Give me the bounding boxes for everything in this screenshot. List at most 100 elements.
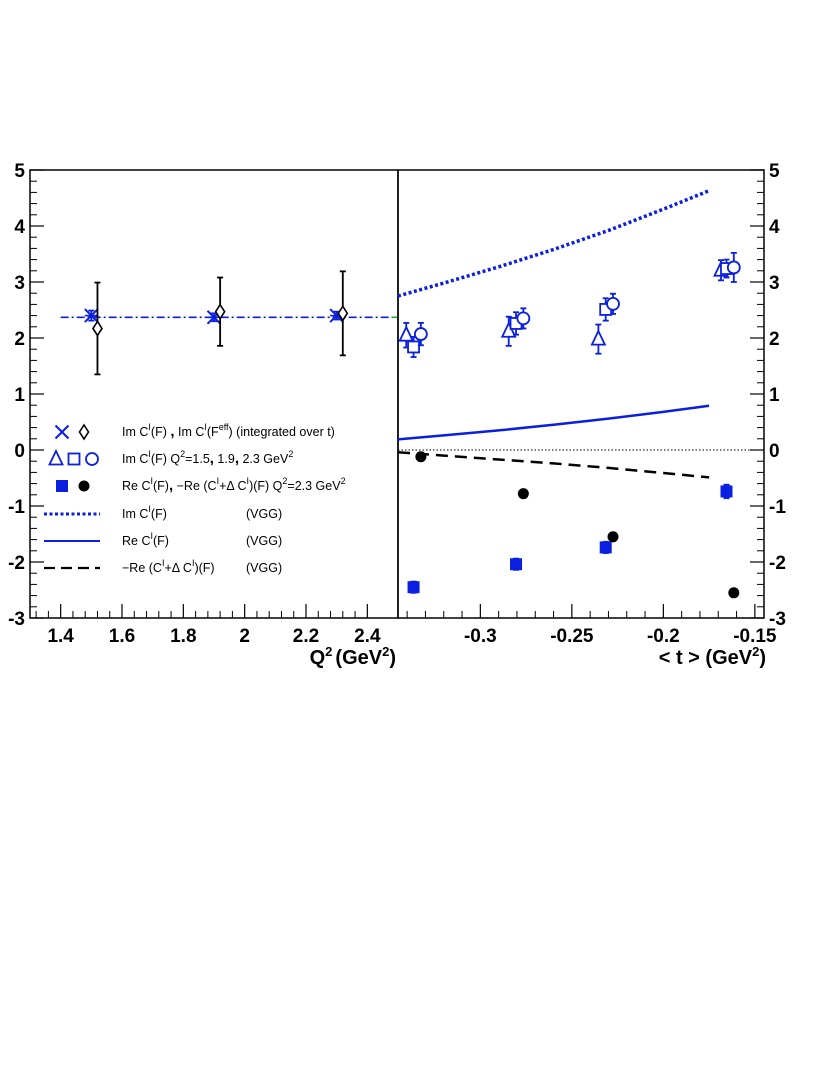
data-point-open-circle (413, 321, 428, 347)
x-tick-label: 2.2 (293, 626, 319, 647)
x-tick-label: -0.3 (464, 626, 497, 647)
legend-text-part: Im C (175, 425, 205, 439)
legend-label: Im CI(F) Q2=1.5, 1.9, 2.3 GeV2 (122, 449, 293, 467)
y-tick-label: 3 (769, 273, 780, 294)
legend-text-part: , (235, 450, 239, 467)
legend-text-part: (F (207, 425, 219, 439)
legend-tag: (VGG) (246, 561, 282, 575)
legend-label: Re CI(F) (122, 531, 169, 548)
marker-shape (407, 581, 420, 594)
marker-shape (413, 327, 428, 341)
legend-text-part: 2 (180, 449, 185, 459)
data-point-open-circle (516, 307, 531, 330)
legend-tag: (VGG) (246, 507, 282, 521)
marker-shape (517, 488, 529, 500)
y-tick-label: 3 (14, 273, 25, 294)
marker-shape (590, 329, 607, 346)
x-tick-label: -0.15 (733, 626, 777, 647)
legend-text-part: 2 (341, 476, 346, 486)
y-tick-label: -2 (769, 553, 786, 574)
legend-text-part: ) (integrated over t) (229, 425, 335, 439)
vgg-curve-solid (397, 404, 710, 441)
legend-text-part: −Re (C (173, 479, 216, 493)
y-tick-label: 2 (14, 329, 25, 350)
marker-shape (607, 531, 619, 543)
right-panel: -3 -2 -1 0 1 2 3 4 5 -0.3 -0.25 -0.2 -0.15 < t > (G… (397, 161, 786, 669)
y-tick-label: -3 (769, 609, 786, 630)
legend-row: Re CI(F) (VGG) (44, 531, 282, 548)
legend-text-part: I (148, 449, 151, 459)
legend-label: Re CI(F), −Re (CI+Δ CI)(F) Q2=2.3 GeV2 (122, 476, 346, 494)
legend-text-part: I (150, 531, 153, 541)
legend-text-part: Im C (122, 425, 148, 439)
data-point-filled-square (407, 580, 420, 594)
legend-text-part: Im C (122, 507, 148, 521)
right-x-axis: -0.3 -0.25 -0.2 -0.15 (406, 604, 777, 647)
marker-shape (415, 451, 427, 463)
y-tick-label: 0 (769, 441, 780, 462)
legend-row: −Re (CI+Δ CI)(F) (VGG) (44, 558, 282, 575)
legend-text-part: 2 (288, 449, 293, 459)
right-x-axis-title: < t > (GeV2) (659, 644, 766, 669)
legend-text-part: −Re (C (122, 561, 162, 575)
data-point-open-diamond (214, 276, 226, 347)
legend-text-part: +Δ C (164, 561, 191, 575)
legend-text-part: (F) Q (151, 452, 180, 466)
legend-text-part: I (217, 476, 220, 486)
x-tick-label: -0.2 (647, 626, 680, 647)
data-point-cross-star (84, 308, 99, 323)
legend-row: Im CI(F) , Im CI(Feff) (integrated over … (54, 422, 335, 441)
legend-text-part: =2.3 GeV (287, 479, 341, 493)
legend-text-part: )(F) Q (249, 479, 283, 493)
legend-marker-shape (78, 423, 90, 441)
x-tick-label: -0.25 (550, 626, 594, 647)
x-tick-label: 1.4 (47, 626, 74, 647)
y-tick-label: -2 (8, 553, 25, 574)
marker-shape (728, 587, 740, 599)
legend-text-part: (F) (153, 534, 169, 548)
data-point-filled-square (599, 540, 612, 554)
legend-text-part: Im C (122, 452, 148, 466)
marker-shape (606, 296, 620, 311)
legend: Im CI(F) , Im CI(Feff) (integrated over … (44, 422, 346, 575)
data-point-filled-circle (607, 531, 619, 543)
x-tick-label: 1.6 (109, 626, 135, 647)
legend-text-part: (F) (151, 507, 167, 521)
marker-shape (500, 321, 517, 338)
y-tick-label: 0 (14, 441, 25, 462)
legend-text-part: eff (219, 422, 229, 432)
legend-text-part: I (150, 476, 153, 486)
legend-marker-shape (78, 480, 90, 492)
y-tick-label: 1 (769, 385, 780, 406)
marker-shape (720, 485, 733, 498)
x-tick-label: 1.8 (170, 626, 196, 647)
data-point-filled-square (510, 557, 523, 571)
marker-shape (214, 303, 226, 321)
legend-text-part: 2.3 GeV (239, 452, 289, 466)
legend-text-part: =1.5 (185, 452, 210, 466)
legend-label: Im CI(F) (122, 504, 167, 521)
left-x-axis-title: Q2 (GeV2) (310, 644, 396, 669)
y-tick-label: 4 (14, 217, 25, 238)
legend-row: Re CI(F), −Re (CI+Δ CI)(F) Q2=2.3 GeV2 (56, 476, 346, 494)
legend-text-part: , (170, 423, 174, 440)
y-tick-label: -3 (8, 609, 25, 630)
legend-text-part: Re C (122, 534, 150, 548)
legend-text-part: I (148, 504, 151, 514)
legend-text-part: I (192, 558, 195, 568)
data-point-open-diamond (337, 270, 349, 357)
marker-shape (398, 325, 415, 342)
legend-text-part: , (169, 477, 173, 494)
vgg-curve-dashed (397, 450, 710, 479)
legend-marker-shape (56, 480, 68, 492)
legend-text-part: I (148, 422, 151, 432)
left-plot-area (60, 270, 398, 376)
left-panel: -3 -2 -1 0 1 2 3 4 5 1.4 1.6 1.8 2 2.2 2.4 Q2 (GeV2) (8, 161, 399, 669)
y-tick-label: -1 (8, 497, 25, 518)
data-point-filled-circle (517, 488, 529, 500)
y-tick-label: 1 (14, 385, 25, 406)
right-y-axis: -3 -2 -1 0 1 2 3 4 5 (750, 161, 786, 630)
marker-shape (92, 320, 103, 337)
left-x-axis: 1.4 1.6 1.8 2 2.2 2.4 (35, 604, 381, 647)
